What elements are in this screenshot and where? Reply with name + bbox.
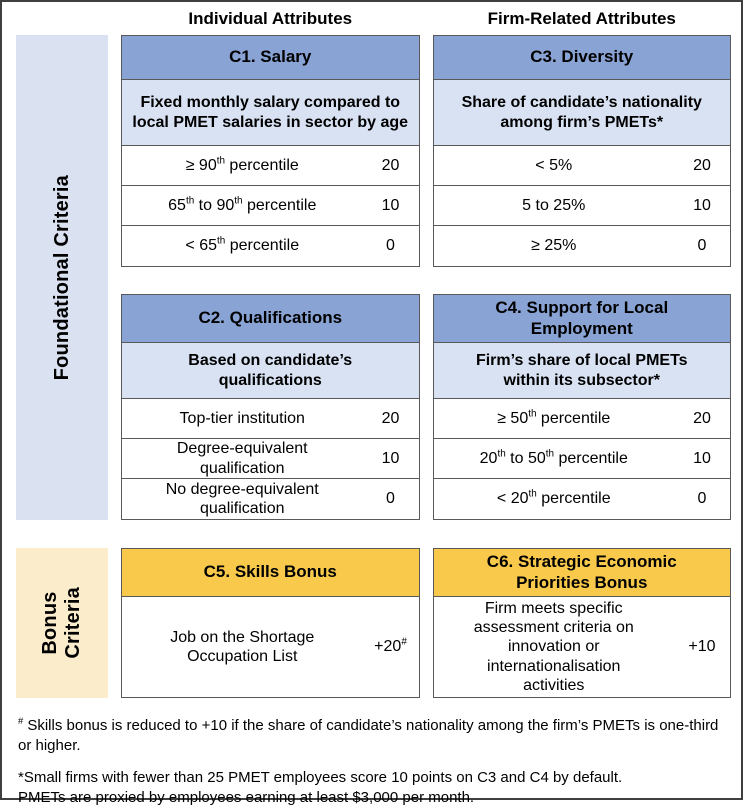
column-header-spacer <box>16 7 108 31</box>
c4-row-1: ≥ 50th percentile 20 <box>434 399 731 439</box>
c1-row-2-label: 65th to 90th percentile <box>122 194 363 217</box>
c1-row-1-points: 20 <box>363 157 419 175</box>
bonus-criteria-label: Bonus Criteria <box>39 587 85 659</box>
foundational-criteria-label: Foundational Criteria <box>51 175 74 380</box>
card-c3-subtitle: Share of candidate’s nationality among f… <box>434 80 731 146</box>
c1-row-1: ≥ 90th percentile 20 <box>122 146 419 186</box>
c3-row-2: 5 to 25% 10 <box>434 186 731 226</box>
footnote-small-firms: *Small firms with fewer than 25 PMET emp… <box>18 768 727 808</box>
c4-row-2-label: 20th to 50th percentile <box>434 447 675 470</box>
c2-row-3: No degree-equivalent qualification 0 <box>122 479 419 519</box>
card-c1-title: C1. Salary <box>122 36 419 80</box>
card-c2-title: C2. Qualifications <box>122 295 419 343</box>
c3-row-1-points: 20 <box>674 157 730 175</box>
card-c4-title: C4. Support for Local Employment <box>434 295 731 343</box>
c3-row-3-points: 0 <box>674 237 730 255</box>
c4-row-2: 20th to 50th percentile 10 <box>434 439 731 479</box>
c1-row-3: < 65th percentile 0 <box>122 226 419 266</box>
card-c6-title: C6. Strategic Economic Priorities Bonus <box>434 549 731 597</box>
c6-row-1-label: Firm meets specific assessment criteria … <box>434 597 675 697</box>
column-header-individual: Individual Attributes <box>121 7 420 31</box>
c1-row-3-points: 0 <box>363 237 419 255</box>
card-c6-strategic-economic-priorities-bonus: C6. Strategic Economic Priorities Bonus … <box>433 548 732 698</box>
card-c3-title: C3. Diversity <box>434 36 731 80</box>
c1-row-3-label: < 65th percentile <box>122 234 363 257</box>
footnotes: # Skills bonus is reduced to +10 if the … <box>16 712 731 808</box>
card-c5-skills-bonus: C5. Skills Bonus Job on the Shortage Occ… <box>121 548 420 698</box>
card-c1-subtitle: Fixed monthly salary compared to local P… <box>122 80 419 146</box>
foundational-criteria-section: Foundational Criteria C1. Salary Fixed m… <box>16 35 731 520</box>
c3-row-3-label: ≥ 25% <box>434 234 675 257</box>
c2-row-2: Degree-equivalent qualification 10 <box>122 439 419 479</box>
foundational-criteria-band: Foundational Criteria <box>16 35 108 520</box>
c2-row-1-label: Top-tier institution <box>122 407 363 430</box>
bonus-criteria-band: Bonus Criteria <box>16 548 108 698</box>
c4-row-1-label: ≥ 50th percentile <box>434 407 675 430</box>
c2-row-1-points: 20 <box>363 410 419 428</box>
c4-row-3-points: 0 <box>674 490 730 508</box>
c3-row-1: < 5% 20 <box>434 146 731 186</box>
column-header-firm: Firm-Related Attributes <box>433 7 732 31</box>
card-c2-qualifications: C2. Qualifications Based on candidate’s … <box>121 294 420 520</box>
card-c5-title: C5. Skills Bonus <box>122 549 419 597</box>
bonus-criteria-section: Bonus Criteria C5. Skills Bonus Job on t… <box>16 548 731 698</box>
c2-row-3-points: 0 <box>363 490 419 508</box>
c5-row-1-label: Job on the Shortage Occupation List <box>122 626 363 668</box>
card-c4-subtitle: Firm’s share of local PMETs within its s… <box>434 343 731 399</box>
column-headers: Individual Attributes Firm-Related Attri… <box>16 7 731 31</box>
c5-row-1-points: +20# <box>363 638 419 656</box>
c4-row-3: < 20th percentile 0 <box>434 479 731 519</box>
card-c4-support-local-employment: C4. Support for Local Employment Firm’s … <box>433 294 732 520</box>
c2-row-2-points: 10 <box>363 450 419 468</box>
c3-row-1-label: < 5% <box>434 154 675 177</box>
c3-row-3: ≥ 25% 0 <box>434 226 731 266</box>
c2-row-2-label: Degree-equivalent qualification <box>122 437 363 479</box>
c1-row-2-points: 10 <box>363 197 419 215</box>
c6-row-1: Firm meets specific assessment criteria … <box>434 597 731 697</box>
card-c1-salary: C1. Salary Fixed monthly salary compared… <box>121 35 420 267</box>
c6-row-1-points: +10 <box>674 638 730 656</box>
c1-row-2: 65th to 90th percentile 10 <box>122 186 419 226</box>
c3-row-2-label: 5 to 25% <box>434 194 675 217</box>
c5-row-1: Job on the Shortage Occupation List +20# <box>122 597 419 697</box>
card-c2-subtitle: Based on candidate’s qualifications <box>122 343 419 399</box>
c4-row-3-label: < 20th percentile <box>434 487 675 510</box>
c1-row-1-label: ≥ 90th percentile <box>122 154 363 177</box>
c4-row-1-points: 20 <box>674 410 730 428</box>
c2-row-1: Top-tier institution 20 <box>122 399 419 439</box>
c4-row-2-points: 10 <box>674 450 730 468</box>
footnote-skills-bonus: # Skills bonus is reduced to +10 if the … <box>18 716 727 757</box>
c3-row-2-points: 10 <box>674 197 730 215</box>
card-c3-diversity: C3. Diversity Share of candidate’s natio… <box>433 35 732 267</box>
c2-row-3-label: No degree-equivalent qualification <box>122 478 363 520</box>
